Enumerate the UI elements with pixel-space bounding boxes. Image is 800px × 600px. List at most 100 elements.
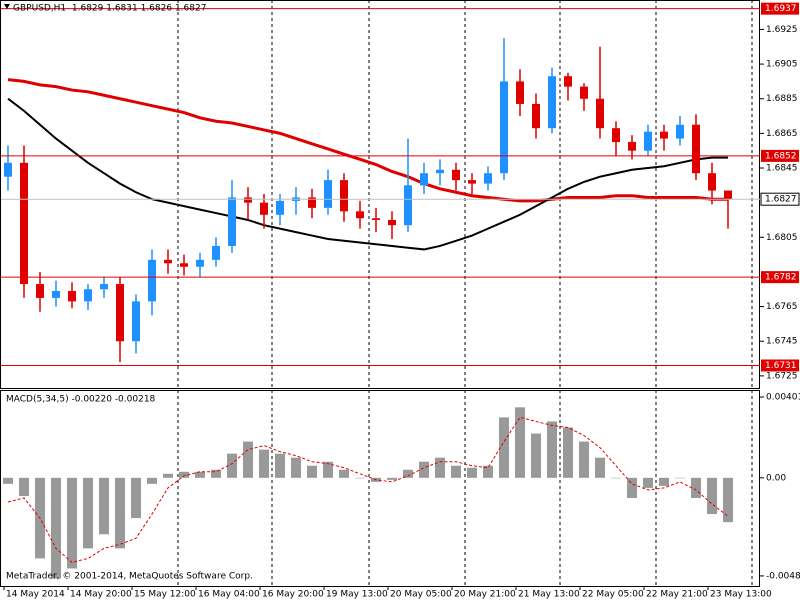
candle-body [228, 197, 236, 246]
histogram-bar [659, 477, 669, 486]
histogram-bar [611, 477, 621, 479]
candle-body [132, 301, 140, 342]
histogram-bar [723, 477, 733, 523]
candle-body [468, 180, 476, 184]
histogram-bar [227, 453, 237, 478]
candle-body [324, 180, 332, 208]
candle-body [52, 291, 60, 298]
candle-body [180, 263, 188, 267]
x-tick-label: 16 May 04:00 [198, 590, 260, 600]
price-panel [0, 0, 760, 389]
histogram-bar [451, 465, 461, 478]
candle-body [708, 173, 716, 191]
histogram-bar [467, 467, 477, 478]
last-price-label: 1.6827 [765, 195, 797, 205]
candle-body [244, 197, 252, 203]
histogram-bar [387, 477, 397, 480]
histogram-bar [211, 469, 221, 478]
histogram-bar [99, 477, 109, 535]
x-tick-label: 16 May 20:00 [262, 590, 324, 600]
histogram-bar [83, 477, 93, 549]
moving-average [7, 97, 728, 251]
histogram-bar [627, 477, 637, 498]
x-tick-label: 14 May 20:00 [70, 590, 132, 600]
candle-body [308, 197, 316, 208]
candle-body [404, 185, 412, 226]
candle-body [148, 259, 156, 302]
y-tick-label: 1.6745 [766, 337, 798, 347]
histogram-bar [179, 471, 189, 478]
candle-body [84, 289, 92, 302]
candle-body [580, 86, 588, 99]
candle-body [68, 291, 76, 302]
moving-average [7, 78, 728, 203]
y-tick-label: 1.6885 [766, 94, 798, 104]
y-tick-label: 1.6905 [766, 60, 798, 70]
level-box [761, 2, 799, 15]
candle-body [692, 124, 700, 174]
candle-body [676, 124, 684, 139]
x-tick-label: 21 May 13:00 [518, 590, 580, 600]
histogram-bar [563, 427, 573, 478]
histogram-bar [419, 461, 429, 478]
histogram-bar [531, 433, 541, 478]
candle-body [164, 259, 172, 264]
histogram-bar [323, 461, 333, 478]
histogram-bar [355, 477, 365, 479]
candle-body [724, 190, 732, 200]
x-tick-label: 22 May 05:00 [582, 590, 644, 600]
x-tick-label: 14 May 2014 [6, 590, 65, 600]
histogram-bar [675, 477, 685, 479]
candle-body [4, 162, 12, 177]
histogram-bar [403, 469, 413, 478]
candle-body [340, 180, 348, 212]
candle-body [660, 131, 668, 139]
candle-body [100, 284, 108, 290]
histogram-bar [515, 407, 525, 478]
candle-body [276, 200, 284, 215]
candle-body [388, 219, 396, 226]
candle-body [212, 245, 220, 260]
last-price-box [760, 192, 800, 206]
candle-body [484, 173, 492, 184]
histogram-bar [291, 457, 301, 478]
y-tick-label: -0.00487 [766, 571, 800, 581]
histogram-bar [435, 457, 445, 478]
histogram-bar [67, 477, 77, 569]
indicator-title: MACD(5,34,5) -0.00220 -0.00218 [6, 395, 156, 405]
level-box [761, 359, 799, 372]
histogram-bar [483, 465, 493, 478]
level-label: 1.6852 [765, 151, 797, 161]
candle-body [500, 81, 508, 174]
histogram-bar [259, 449, 269, 478]
y-tick-label: 1.6925 [766, 25, 798, 35]
candle-body [548, 76, 556, 129]
x-tick-label: 23 May 13:00 [710, 590, 772, 600]
candle-body [452, 169, 460, 181]
x-tick-label: 19 May 13:00 [326, 590, 388, 600]
candle-body [372, 218, 380, 220]
level-label: 1.6731 [765, 361, 797, 371]
histogram-bar [307, 465, 317, 478]
y-tick-label: 0.00401 [766, 393, 800, 403]
histogram-bar [547, 421, 557, 478]
histogram-bar [147, 477, 157, 484]
menu-arrow[interactable] [4, 4, 10, 9]
candle-body [260, 202, 268, 215]
candle-body [36, 284, 44, 298]
histogram-bar [51, 477, 61, 579]
candle-body [644, 131, 652, 151]
histogram-bar [115, 477, 125, 549]
y-tick-label: 0.00 [766, 473, 786, 483]
candle-body [516, 81, 524, 104]
histogram-bar [195, 471, 205, 478]
histogram-bar [19, 477, 29, 496]
footer: MetaTrader, © 2001-2014, MetaQuotes Soft… [6, 572, 253, 582]
candle-body [564, 76, 572, 87]
x-tick-label: 22 May 21:00 [646, 590, 708, 600]
candle-body [436, 169, 444, 174]
candle-body [116, 284, 124, 342]
candle-body [596, 98, 604, 129]
